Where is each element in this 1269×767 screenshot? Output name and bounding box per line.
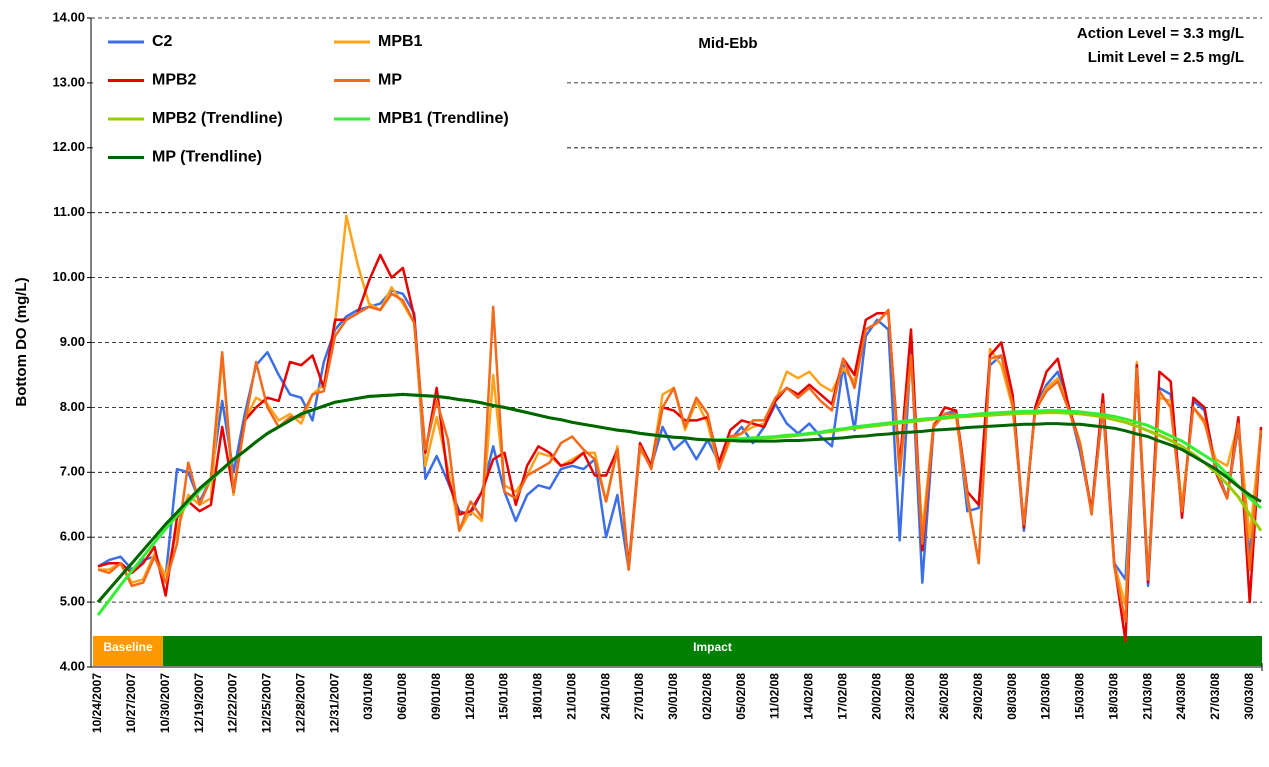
y-axis-title: Bottom DO (mg/L) [13,277,30,406]
legend-box [93,20,565,182]
x-tick-label: 12/01/08 [463,673,477,720]
x-tick-label: 09/01/08 [429,673,443,720]
legend-label: MPB2 [152,72,197,89]
legend-label: MP [378,72,402,89]
y-tick-label: 4.00 [60,658,85,673]
period-label: Baseline [103,640,153,654]
y-tick-label: 11.00 [53,204,85,219]
x-tick-label: 12/31/2007 [327,673,341,733]
x-tick-label: 23/02/08 [903,673,917,720]
x-tick-label: 10/30/2007 [158,673,172,733]
legend-label: MPB1 [378,33,423,50]
y-tick-label: 13.00 [52,74,85,89]
legend-label: MPB2 (Trendline) [152,110,283,127]
series-line [96,392,1262,604]
x-tick-label: 18/01/08 [531,673,545,720]
x-tick-label: 06/01/08 [395,673,409,720]
x-tick-label: 08/03/08 [1005,673,1019,720]
x-tick-label: 12/03/08 [1039,673,1053,720]
y-tick-label: 9.00 [60,334,85,349]
y-tick-label: 8.00 [60,399,85,414]
legend-label: MPB1 (Trendline) [378,110,509,127]
y-tick-label: 12.00 [52,139,85,154]
annotation: Limit Level = 2.5 mg/L [1088,49,1244,66]
x-tick-label: 03/01/08 [361,673,375,720]
x-tick-label: 30/03/08 [1242,673,1256,720]
series-line [97,292,1263,623]
x-tick-label: 10/27/2007 [124,673,138,733]
series-line [97,253,1263,643]
x-tick-label: 30/01/08 [666,673,680,720]
x-tick-label: 21/01/08 [564,673,578,720]
x-tick-label: 29/02/08 [971,673,985,720]
x-tick-label: 14/02/08 [802,673,816,720]
y-tick-label: 6.00 [60,529,85,544]
annotation: Mid-Ebb [698,35,757,52]
y-tick-label: 5.00 [60,594,85,609]
x-tick-label: 05/02/08 [734,673,748,720]
x-tick-label: 02/02/08 [700,673,714,720]
x-tick-label: 10/24/2007 [90,673,104,733]
legend-label: C2 [152,33,173,50]
x-tick-label: 27/01/08 [632,673,646,720]
x-tick-label: 12/19/2007 [192,673,206,733]
x-tick-label: 12/25/2007 [260,673,274,733]
x-tick-label: 26/02/08 [937,673,951,720]
period-band [93,636,163,666]
y-tick-label: 7.00 [60,464,85,479]
x-tick-label: 24/01/08 [598,673,612,720]
x-tick-label: 21/03/08 [1140,673,1154,720]
x-tick-label: 11/02/08 [768,673,782,719]
x-tick-label: 15/01/08 [497,673,511,720]
y-tick-label: 10.00 [52,269,85,284]
legend-label: MP (Trendline) [152,149,262,166]
period-label: Impact [693,640,732,654]
x-tick-label: 18/03/08 [1106,673,1120,720]
y-tick-label: 14.00 [52,9,85,24]
x-tick-label: 12/28/2007 [293,673,307,733]
x-tick-label: 20/02/08 [869,673,883,720]
x-tick-label: 24/03/08 [1174,673,1188,720]
x-tick-label: 27/03/08 [1208,673,1222,720]
x-tick-label: 15/03/08 [1073,673,1087,720]
x-tick-label: 12/22/2007 [226,673,240,733]
x-tick-label: 17/02/08 [835,673,849,720]
annotation: Action Level = 3.3 mg/L [1077,25,1244,42]
period-band [163,636,1262,666]
